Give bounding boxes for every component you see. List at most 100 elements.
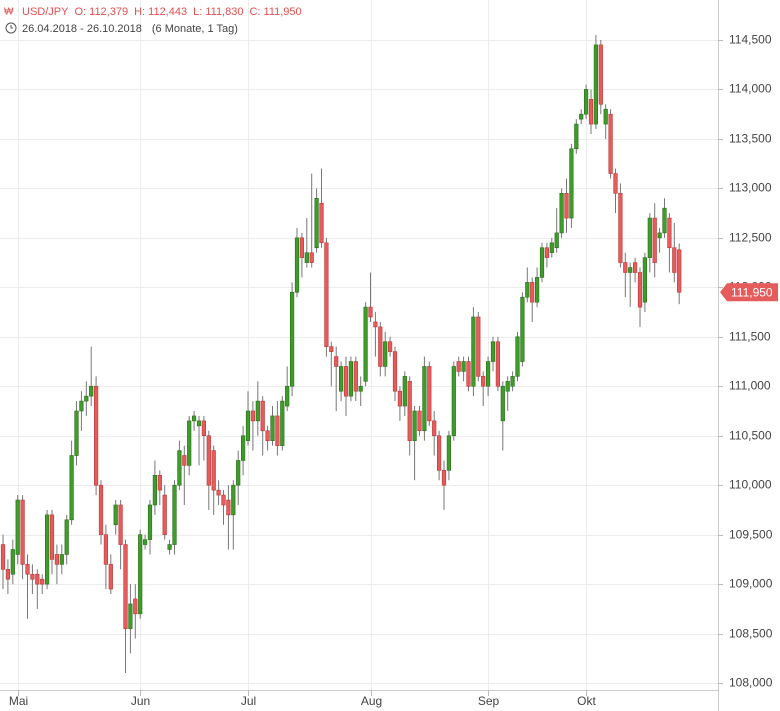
- candle-body: [241, 435, 246, 461]
- candle-body: [402, 376, 407, 407]
- candle-body: [187, 420, 192, 466]
- candle-body: [662, 207, 667, 234]
- candle-body: [265, 430, 270, 441]
- candle-body: [157, 475, 162, 491]
- candle-body: [613, 173, 618, 194]
- candle-body: [206, 435, 211, 486]
- header-range: 26.04.2018 - 26.10.2018 (6 Monate, 1 Tag): [22, 23, 238, 35]
- candle-body: [15, 499, 20, 555]
- candle-body: [559, 193, 564, 234]
- candle-body: [623, 262, 628, 273]
- candle-body: [476, 316, 481, 377]
- chart-icon: ₩: [4, 7, 14, 18]
- candle-body: [35, 573, 40, 585]
- candle-body: [647, 217, 652, 258]
- candle-body: [549, 242, 554, 253]
- candle-body: [329, 346, 334, 352]
- y-tick-label: 114,000: [729, 82, 772, 96]
- candle-body: [113, 504, 118, 526]
- candle-body: [378, 326, 383, 367]
- last-price-label: 111,950: [731, 285, 773, 299]
- candle-body: [353, 361, 358, 392]
- x-tick-label: Aug: [361, 694, 382, 708]
- candle-body: [373, 321, 378, 328]
- grid: [0, 0, 718, 690]
- candle-body: [461, 361, 466, 372]
- candle-body: [118, 504, 123, 545]
- y-tick-label: 110,000: [729, 478, 772, 492]
- candle-body: [368, 306, 373, 318]
- candle-body: [343, 366, 349, 397]
- candle-body: [10, 549, 15, 575]
- candle-body: [363, 306, 368, 382]
- candle-body: [0, 544, 6, 570]
- candle-body: [490, 341, 496, 362]
- candle-body: [412, 410, 417, 441]
- candle-body: [520, 296, 525, 362]
- candle-body: [177, 450, 182, 486]
- candle-body: [515, 336, 520, 377]
- y-tick-label: 109,500: [729, 528, 773, 542]
- candle-body: [544, 247, 549, 258]
- candle-body: [250, 410, 256, 422]
- candle-body: [172, 484, 177, 545]
- y-tick-label: 112,500: [729, 231, 772, 245]
- clock-icon: [5, 22, 17, 34]
- candle-body: [196, 420, 202, 427]
- x-tick-label: Mai: [9, 694, 28, 708]
- candle-body: [632, 262, 638, 273]
- candle-body: [79, 400, 84, 412]
- candle-body: [667, 217, 672, 249]
- candle-body: [309, 252, 314, 263]
- candle-body: [456, 361, 461, 372]
- candle-body: [485, 361, 491, 387]
- candle-body: [657, 232, 662, 239]
- candle-body: [583, 89, 589, 115]
- candle-body: [236, 460, 241, 486]
- candle-body: [481, 376, 486, 387]
- candle-body: [348, 361, 354, 397]
- y-tick-label: 114,500: [729, 33, 772, 47]
- candle-body: [319, 202, 324, 244]
- candle-body: [495, 341, 501, 387]
- x-tick-label: Jul: [241, 694, 256, 708]
- candle-body: [534, 277, 540, 303]
- candle-body: [338, 366, 344, 392]
- candle-body: [49, 514, 55, 560]
- candle-body: [574, 123, 579, 150]
- candle-body: [618, 193, 623, 263]
- candle-body: [74, 410, 79, 456]
- candle-body: [652, 217, 657, 263]
- candle-body: [525, 282, 530, 298]
- candle-body: [216, 489, 221, 496]
- candle-body: [554, 232, 559, 249]
- candle-body: [201, 420, 207, 437]
- candle-body: [588, 99, 594, 125]
- candle-body: [510, 376, 515, 387]
- candle-body: [603, 108, 608, 125]
- candle-body: [304, 252, 309, 263]
- low: L: 111,830: [193, 6, 243, 18]
- candle-body: [294, 237, 300, 293]
- candle-body: [69, 455, 74, 521]
- candle-body: [192, 415, 197, 422]
- candle-body: [446, 435, 452, 471]
- y-tick-label: 110,500: [729, 429, 772, 443]
- candle-body: [505, 381, 510, 392]
- candle-body: [471, 316, 476, 387]
- candle-body: [569, 148, 574, 219]
- candle-body: [40, 578, 45, 585]
- candle-body: [152, 475, 158, 506]
- candle-body: [299, 237, 305, 258]
- candle-body: [138, 534, 143, 615]
- candle-body: [441, 470, 447, 486]
- candle-body: [108, 564, 113, 590]
- candle-body: [54, 554, 59, 565]
- candle-body: [427, 366, 432, 422]
- candle-body: [593, 44, 598, 125]
- candle-body: [143, 539, 148, 545]
- candle-body: [211, 450, 216, 491]
- candle-body: [260, 400, 265, 432]
- header-prices: USD/JPY O: 112,379 H: 112,443 L: 111,830 C: …: [22, 6, 302, 18]
- candle-body: [530, 282, 535, 303]
